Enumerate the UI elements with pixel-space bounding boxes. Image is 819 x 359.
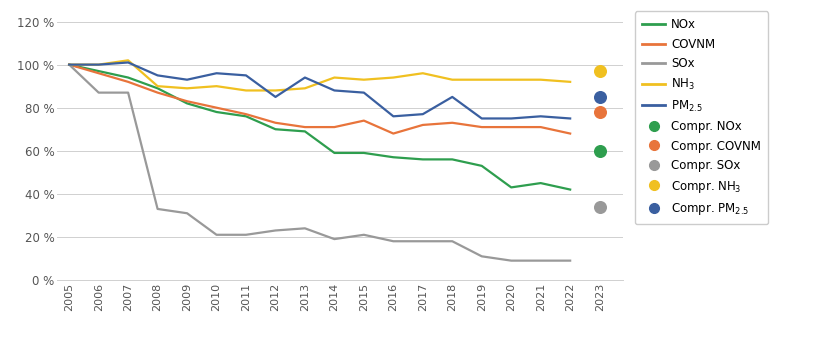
Legend: NOx, COVNM, SOx, NH$_3$, PM$_{2.5}$, Compr. NOx, Compr. COVNM, Compr. SOx, Compr: NOx, COVNM, SOx, NH$_3$, PM$_{2.5}$, Com… xyxy=(634,11,767,224)
Point xyxy=(592,94,605,100)
Point xyxy=(592,148,605,154)
Point xyxy=(592,68,605,74)
Point xyxy=(592,204,605,210)
Point xyxy=(592,109,605,115)
